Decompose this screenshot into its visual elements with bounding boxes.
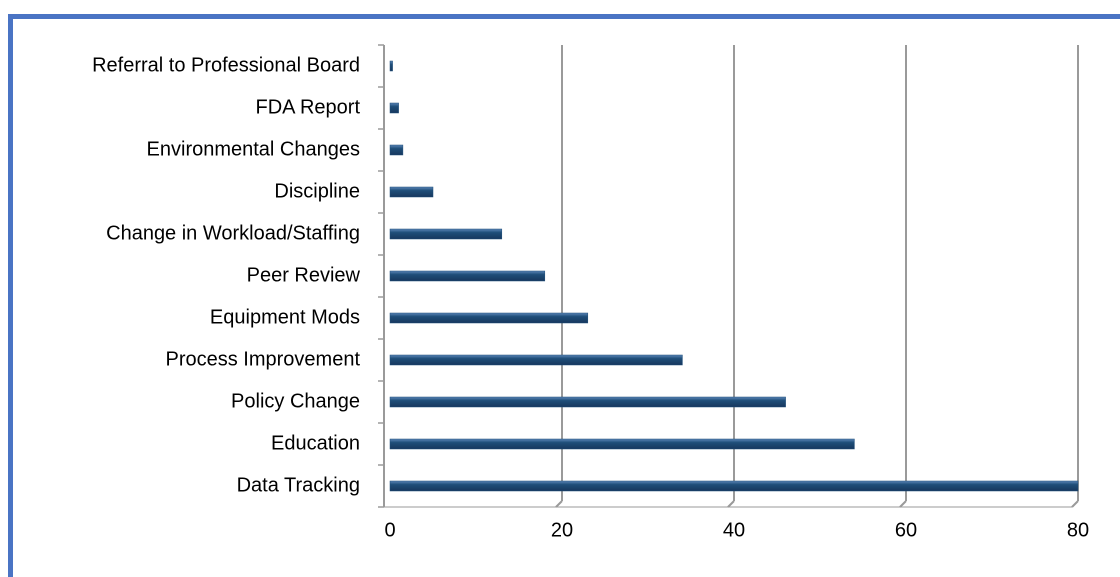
y-tick-label: Policy Change: [231, 390, 360, 412]
x-tick-label: 0: [384, 519, 395, 541]
bar: [389, 144, 404, 156]
bar: [389, 228, 503, 240]
x-tick-label: 80: [1067, 519, 1089, 541]
bar: [389, 354, 683, 366]
y-tick-label: Process Improvement: [165, 348, 360, 370]
grid-line-floor: [1071, 500, 1079, 508]
bar: [389, 102, 399, 114]
y-tick-label: FDA Report: [256, 96, 361, 118]
grid-line-floor: [899, 500, 907, 508]
x-tick-label: 40: [723, 519, 745, 541]
y-tick-label: Referral to Professional Board: [92, 54, 360, 76]
y-tick-label: Education: [271, 432, 360, 454]
y-tick-label: Data Tracking: [237, 474, 360, 496]
bar: [389, 312, 589, 324]
bar: [389, 270, 546, 282]
bar: [389, 480, 1079, 492]
grid-line-floor: [727, 500, 735, 508]
bar: [389, 396, 786, 408]
x-tick-label: 60: [895, 519, 917, 541]
y-tick-label: Equipment Mods: [210, 306, 360, 328]
bar: [389, 186, 434, 198]
y-tick-label: Change in Workload/Staffing: [106, 222, 360, 244]
y-tick-label: Peer Review: [247, 264, 361, 286]
y-tick-label: Environmental Changes: [147, 138, 360, 160]
bar: [389, 60, 393, 72]
grid-line-floor: [555, 500, 563, 508]
y-tick-label: Discipline: [274, 180, 360, 202]
frame: [8, 14, 1120, 577]
x-tick-label: 20: [551, 519, 573, 541]
bar: [389, 438, 855, 450]
